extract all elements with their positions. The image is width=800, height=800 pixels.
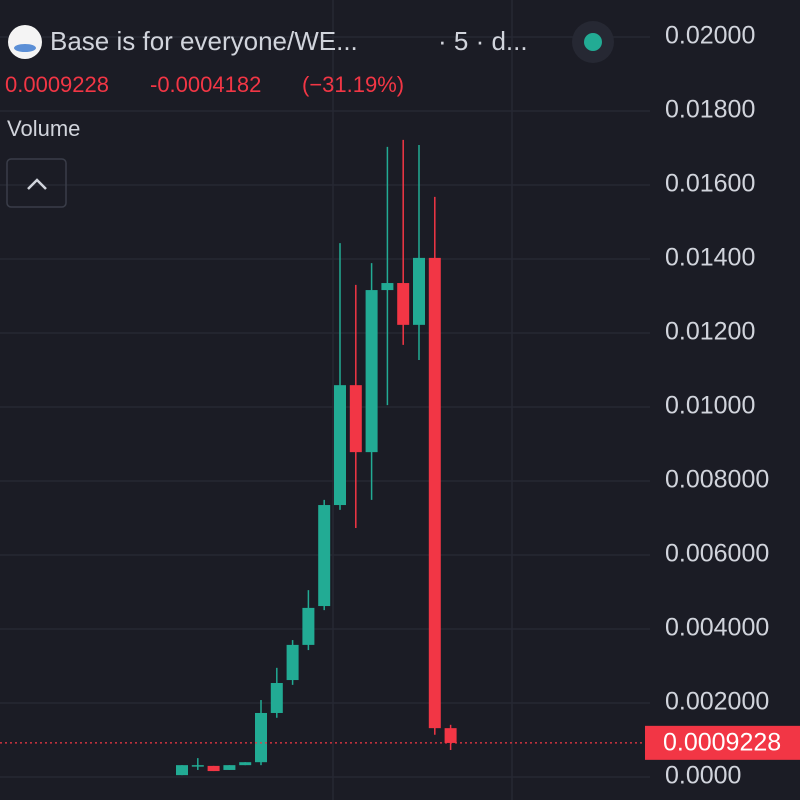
candle-body bbox=[365, 290, 378, 453]
y-axis: 0.02000 0.01800 0.01600 0.01400 0.01200 0.010… bbox=[645, 22, 800, 790]
candle-body bbox=[349, 385, 362, 453]
y-tick-label: 0.01000 bbox=[665, 392, 755, 420]
candle-body bbox=[334, 385, 346, 506]
candle-body bbox=[286, 644, 299, 681]
chevron-up-icon bbox=[27, 178, 47, 190]
candles bbox=[0, 139, 645, 776]
last-price: 0.0009228 bbox=[5, 72, 109, 97]
token-logo-detail bbox=[14, 44, 36, 52]
symbol-title[interactable]: Base is for everyone/WE... bbox=[50, 26, 358, 56]
y-tick-label: 0.01600 bbox=[665, 170, 755, 198]
candle-body bbox=[255, 712, 267, 763]
y-tick-label: 0.01400 bbox=[665, 244, 755, 272]
y-tick-label: 0.0000 bbox=[665, 762, 741, 790]
candle-body bbox=[428, 257, 441, 729]
interval[interactable]: · 5 · d... bbox=[438, 26, 528, 56]
collapse-button[interactable] bbox=[6, 158, 67, 208]
y-tick-label: 0.01200 bbox=[665, 318, 755, 346]
last-price-tag bbox=[645, 725, 800, 760]
candle-body bbox=[381, 283, 394, 291]
candle-body bbox=[239, 762, 252, 766]
last-price-tag-label: 0.0009228 bbox=[663, 728, 781, 756]
candle-body bbox=[444, 728, 457, 743]
y-tick-label: 0.004000 bbox=[665, 614, 769, 642]
candle-body bbox=[302, 607, 315, 645]
candle-body bbox=[207, 765, 220, 772]
status-dot bbox=[584, 33, 602, 51]
y-tick-label: 0.002000 bbox=[665, 688, 769, 716]
y-tick-label: 0.008000 bbox=[665, 466, 769, 494]
candle-body bbox=[397, 283, 410, 325]
candle-body bbox=[191, 765, 204, 767]
y-tick-label: 0.01800 bbox=[665, 96, 755, 124]
candle-body bbox=[176, 765, 188, 776]
y-tick-label: 0.006000 bbox=[665, 540, 769, 568]
token-logo bbox=[8, 25, 42, 59]
price-change: -0.0004182 bbox=[150, 72, 261, 97]
candle-body bbox=[413, 257, 425, 325]
candle-body bbox=[270, 683, 283, 713]
candle-body bbox=[318, 505, 331, 607]
candle-body bbox=[223, 765, 236, 770]
volume-label: Volume bbox=[7, 116, 80, 141]
y-tick-label: 0.02000 bbox=[665, 22, 755, 50]
price-change-pct: (−31.19%) bbox=[302, 72, 404, 97]
